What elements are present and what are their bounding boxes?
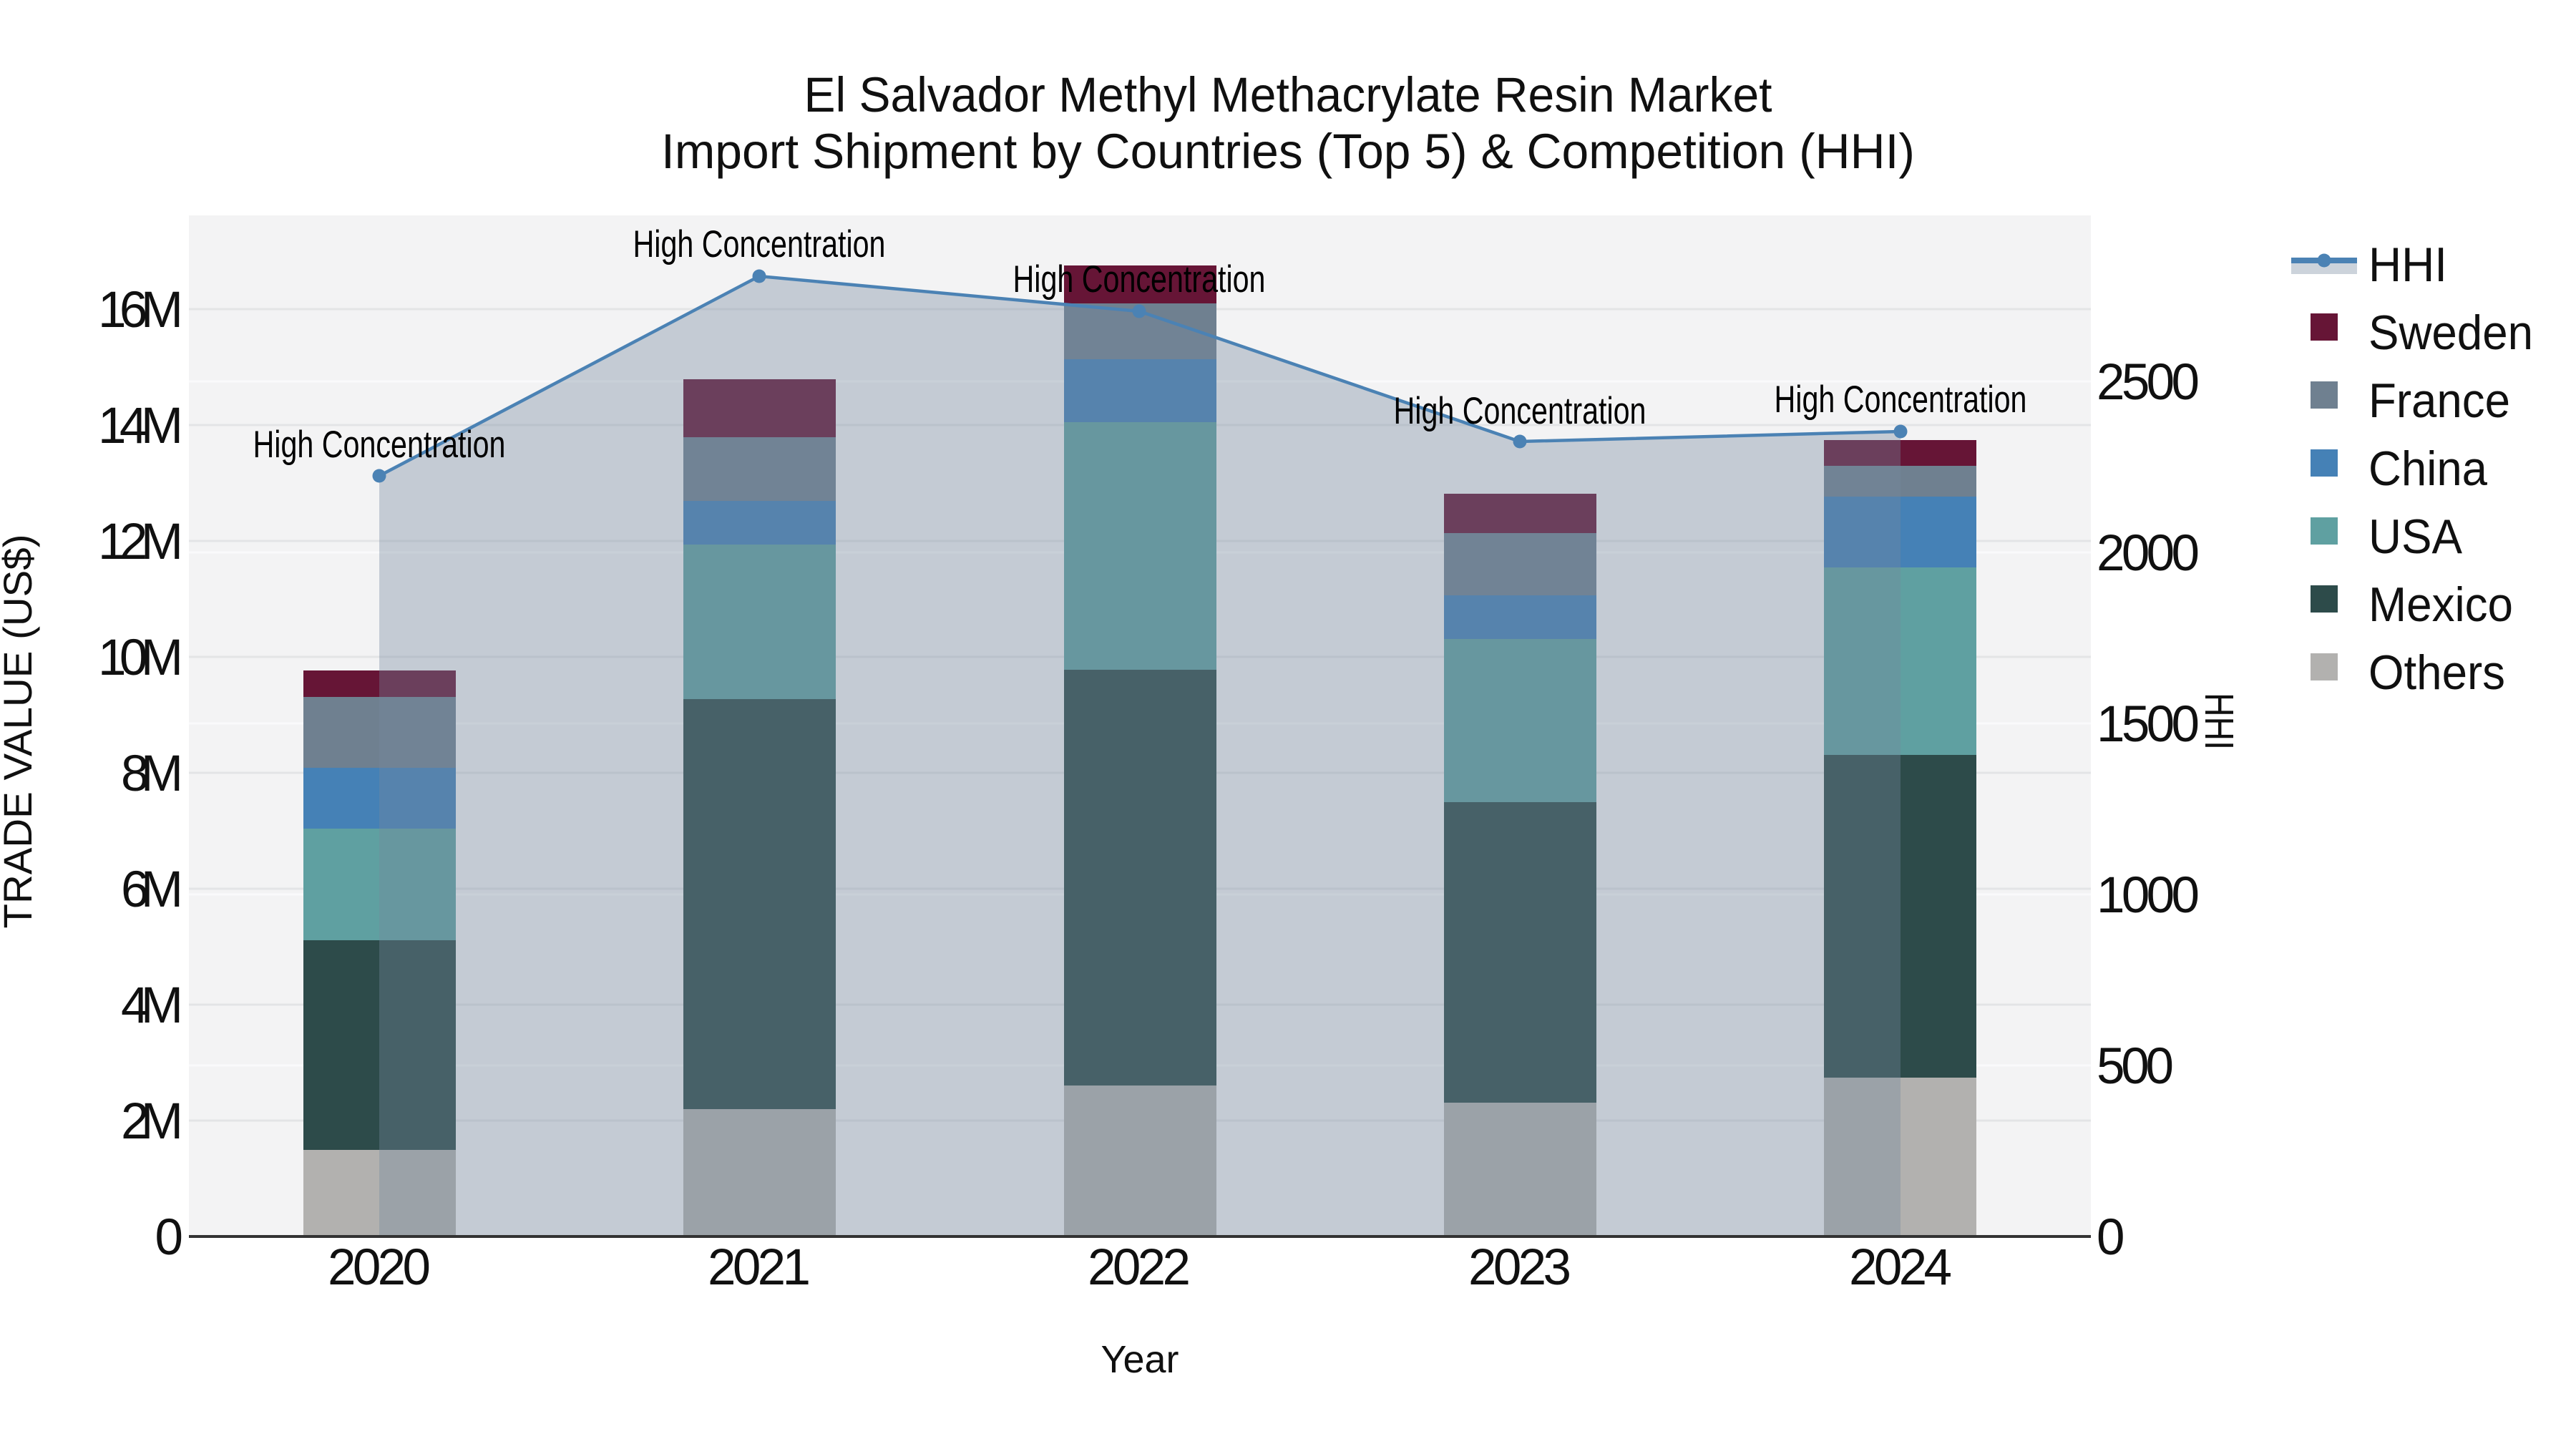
svg-text:14M: 14M [98,398,183,454]
svg-text:High Concentration: High Concentration [1394,390,1646,432]
svg-text:High Concentration: High Concentration [633,223,886,265]
svg-text:0: 0 [2097,1209,2125,1266]
svg-text:China: China [2368,441,2487,496]
svg-text:Import Shipment by Countries (: Import Shipment by Countries (Top 5) & C… [661,124,1915,179]
svg-text:4M: 4M [121,977,183,1034]
svg-text:2M: 2M [121,1093,183,1150]
svg-text:10M: 10M [98,630,183,686]
svg-text:Others: Others [2368,645,2505,700]
svg-text:Sweden: Sweden [2368,306,2533,360]
svg-text:2024: 2024 [1849,1239,1952,1296]
svg-text:High Concentration: High Concentration [253,424,506,466]
svg-text:HHI: HHI [2368,238,2447,292]
svg-text:Mexico: Mexico [2368,577,2513,632]
svg-text:USA: USA [2368,509,2463,564]
svg-text:2000: 2000 [2097,525,2200,582]
svg-text:12M: 12M [98,514,183,570]
svg-text:High Concentration: High Concentration [1775,379,2027,421]
svg-text:1500: 1500 [2097,696,2200,753]
svg-text:Year: Year [1101,1338,1179,1381]
svg-text:16M: 16M [98,282,183,338]
svg-text:France: France [2368,374,2510,428]
svg-text:2020: 2020 [328,1239,431,1296]
svg-text:2023: 2023 [1468,1239,1571,1296]
svg-text:High Concentration: High Concentration [1013,258,1266,301]
svg-text:2500: 2500 [2097,354,2200,411]
svg-text:0: 0 [155,1209,184,1266]
svg-text:2021: 2021 [708,1239,811,1296]
svg-text:8M: 8M [121,746,183,802]
svg-text:TRADE VALUE (US$): TRADE VALUE (US$) [0,535,40,929]
svg-text:El Salvador Methyl Methacrylat: El Salvador Methyl Methacrylate Resin Ma… [804,67,1772,122]
svg-text:500: 500 [2097,1038,2174,1095]
svg-text:6M: 6M [121,862,183,918]
svg-text:1000: 1000 [2097,867,2200,924]
svg-text:2022: 2022 [1088,1239,1191,1296]
svg-text:HHI: HHI [2196,693,2242,750]
